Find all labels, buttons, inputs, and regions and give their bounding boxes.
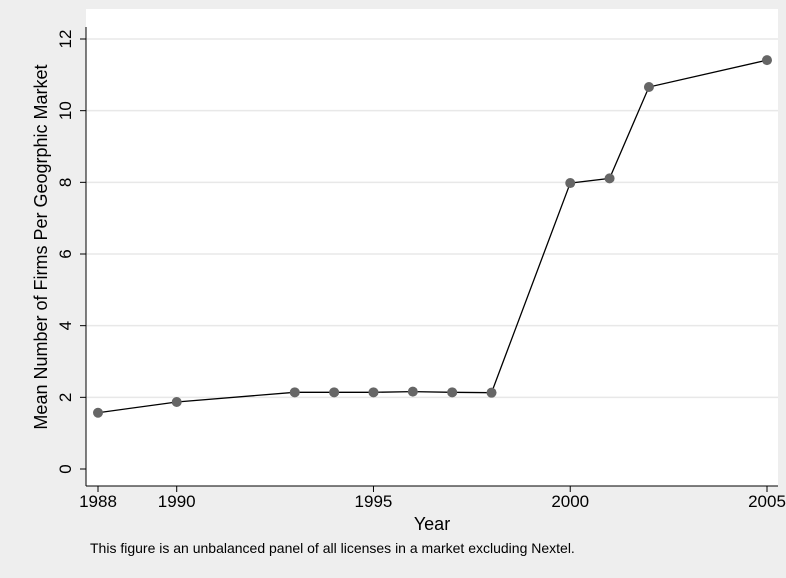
x-tick-label: 2000 (551, 492, 589, 511)
y-tick-label: 2 (56, 393, 75, 402)
data-point (289, 387, 300, 398)
y-tick-label: 8 (56, 178, 75, 187)
x-tick-label: 2005 (748, 492, 786, 511)
data-point (93, 407, 103, 418)
data-points (93, 55, 772, 418)
data-point (329, 387, 340, 398)
axes: 0 2 4 6 8 10 12 1988 1990 1995 2000 2005 (56, 27, 786, 511)
gridlines (86, 38, 778, 399)
y-tick-label: 10 (56, 101, 75, 120)
data-point (762, 55, 772, 66)
y-tick-label: 0 (56, 464, 75, 473)
data-point (407, 386, 418, 397)
y-tick-label: 6 (56, 249, 75, 258)
y-axis-label: Mean Number of Firms Per Geogrphic Marke… (31, 64, 51, 429)
x-tick-label: 1990 (158, 492, 196, 511)
y-tick-label: 4 (56, 321, 75, 330)
figure-note: This figure is an unbalanced panel of al… (90, 540, 575, 556)
data-point (368, 387, 379, 398)
data-point (171, 396, 182, 407)
x-tick-label: 1995 (355, 492, 393, 511)
data-point (643, 82, 654, 93)
x-axis-label: Year (414, 514, 450, 534)
y-tick-label: 12 (56, 30, 75, 49)
data-point (565, 178, 576, 189)
data-point (604, 173, 615, 184)
x-tick-label: 1988 (79, 492, 117, 511)
series-line-group (97, 59, 768, 414)
series-line (97, 59, 768, 414)
data-point (447, 387, 458, 398)
plot-area (86, 9, 778, 486)
data-point (486, 387, 497, 398)
